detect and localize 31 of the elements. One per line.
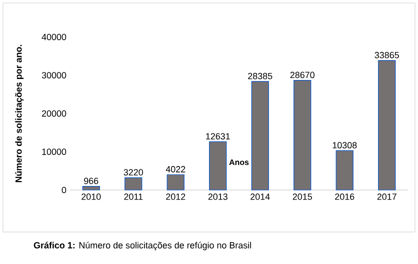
data-label: 28385 [248,72,272,80]
y-axis-title: Número de solicitações por ano. [15,44,24,182]
x-tick-label: 2016 [335,194,354,200]
bar [166,174,184,190]
data-label: 33865 [374,52,399,58]
x-tick-label: 2011 [124,194,143,200]
y-tick-label: 20000 [42,110,66,117]
data-label: 3220 [124,169,143,176]
y-tick-label: 10000 [42,148,66,155]
bar [336,150,354,190]
x-tick-label: 2010 [82,194,101,200]
data-label: 4022 [166,166,186,172]
y-tick-label: 40000 [42,34,66,40]
bar [251,81,269,190]
text: Gráfico 1: Número de solicitações de refúgio no Brasil [34,242,252,250]
data-label: 28670 [290,72,314,78]
data-label: 12631 [206,133,230,140]
y-tick-label: 0 [62,186,66,194]
bar [82,186,100,190]
bar [378,60,396,190]
bar [124,177,142,190]
bar [294,80,312,190]
x-tick-label: 2017 [377,194,396,200]
data-label: 10308 [332,142,357,148]
x-tick-label: 2014 [250,194,270,200]
x-tick-label: 2013 [208,194,228,200]
y-tick-label: 30000 [42,72,66,78]
bar [209,141,227,190]
x-tick-label: 2015 [292,194,312,200]
data-label: 966 [84,178,98,184]
x-tick-label: 2012 [166,194,186,200]
